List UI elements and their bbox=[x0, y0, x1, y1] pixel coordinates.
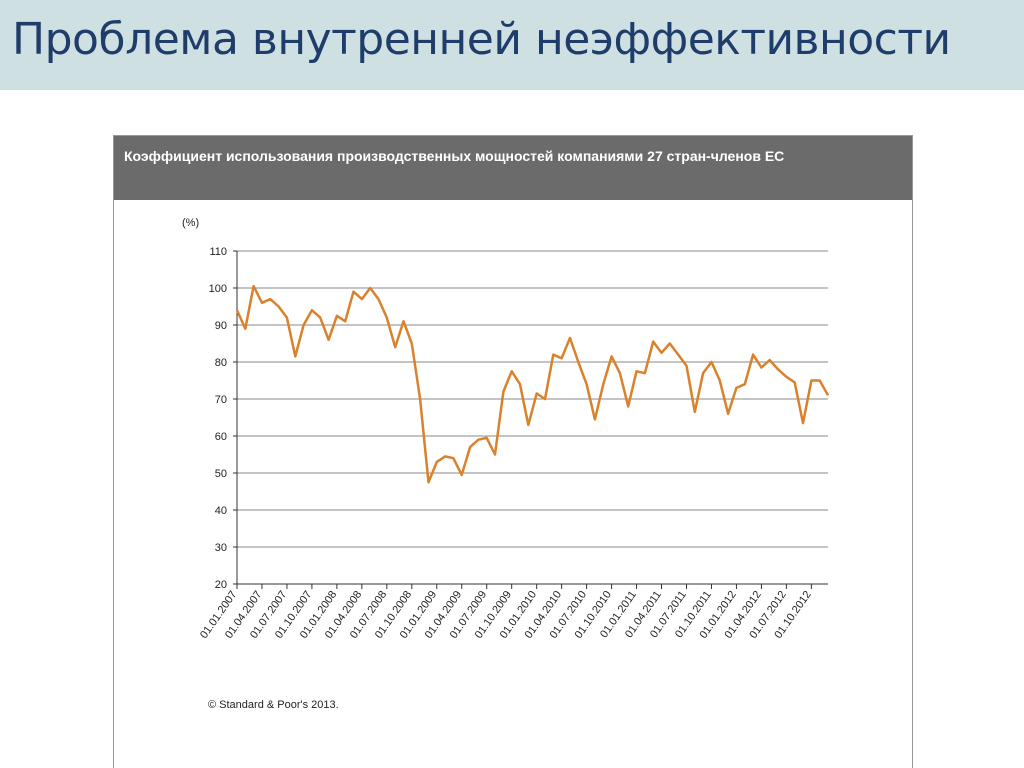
chart-frame bbox=[113, 135, 913, 768]
y-tick-label: 90 bbox=[215, 320, 227, 332]
data-line bbox=[235, 284, 830, 484]
y-tick-label: 20 bbox=[215, 579, 227, 591]
y-tick-label: 50 bbox=[215, 468, 227, 480]
y-tick-label: 30 bbox=[215, 542, 227, 554]
slide-title: Проблема внутренней неэффективности bbox=[12, 14, 951, 65]
y-tick-label: 60 bbox=[215, 431, 227, 443]
y-tick-label: 70 bbox=[215, 394, 227, 406]
source: © Standard & Poor's 2013. bbox=[208, 699, 339, 711]
chart-title: Коэффициент использования производственн… bbox=[124, 148, 785, 164]
y-tick-label: 110 bbox=[209, 246, 227, 258]
y-tick-label: 40 bbox=[215, 505, 227, 517]
header: Проблема внутренней неэффективности bbox=[0, 0, 1024, 90]
y-tick-label: 80 bbox=[215, 357, 227, 369]
y-label: (%) bbox=[182, 217, 199, 229]
y-tick-label: 100 bbox=[209, 283, 227, 295]
chart-title-box: Коэффициент использования производственн… bbox=[124, 148, 785, 164]
chart-header bbox=[114, 136, 912, 200]
